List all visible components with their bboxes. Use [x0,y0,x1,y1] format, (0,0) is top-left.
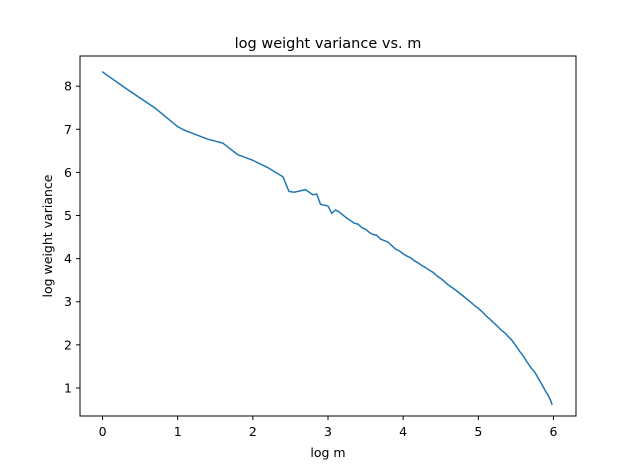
x-tick-label: 6 [549,424,557,439]
y-tick-label: 4 [64,251,72,266]
y-axis-label: log weight variance [40,174,55,297]
x-tick-label: 1 [174,424,182,439]
x-axis: 0 1 2 3 4 5 6 [99,416,557,439]
chart-title: log weight variance vs. m [235,36,422,52]
x-tick-label: 3 [324,424,332,439]
series-layer [101,71,553,406]
y-tick-label: 6 [64,165,72,180]
x-tick-label: 0 [99,424,107,439]
y-tick-label: 1 [64,380,72,395]
y-tick-label: 5 [64,208,72,223]
y-tick-label: 2 [64,337,72,352]
x-tick-label: 5 [474,424,482,439]
series-line [101,71,553,406]
plot-area [79,55,577,417]
y-tick-label: 8 [64,79,72,94]
y-tick-label: 3 [64,294,72,309]
y-tick-label: 7 [64,122,72,137]
plot-frame [79,55,577,417]
x-tick-label: 4 [399,424,407,439]
x-tick-label: 2 [249,424,257,439]
y-axis: 1 2 3 4 5 6 7 8 [64,79,80,395]
x-axis-label: log m [310,445,345,460]
